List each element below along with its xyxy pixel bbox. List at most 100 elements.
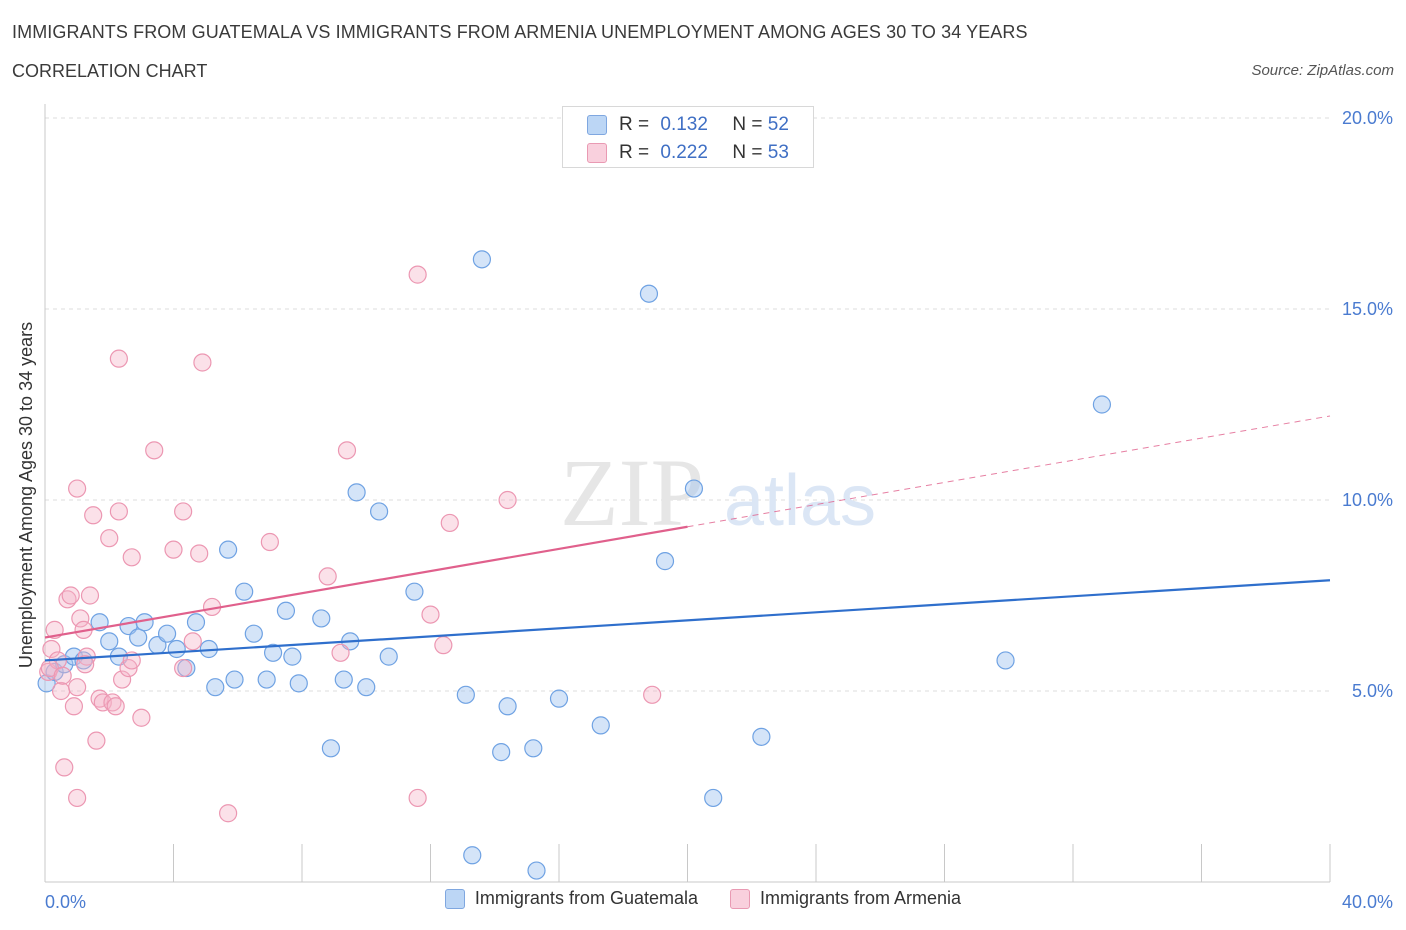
point-guatemala: [456, 685, 475, 704]
trend-line-guatemala: [44, 579, 1331, 662]
y-tick-label: 15.0%: [1342, 299, 1393, 319]
n-value: 52: [767, 114, 789, 135]
legend-swatch-guatemala: [444, 888, 465, 909]
point-guatemala: [498, 697, 517, 716]
point-guatemala: [684, 479, 704, 498]
data-points: [37, 250, 1112, 880]
point-guatemala: [379, 647, 398, 666]
point-armenia: [183, 632, 202, 651]
point-armenia: [421, 605, 440, 624]
point-guatemala: [235, 582, 254, 601]
point-guatemala: [334, 670, 353, 689]
point-guatemala: [206, 678, 225, 697]
point-armenia: [440, 513, 459, 533]
point-armenia: [109, 502, 128, 521]
point-armenia: [112, 670, 132, 689]
point-armenia: [145, 441, 164, 460]
x-tick-label: 40.0%: [1342, 892, 1393, 912]
chart-legend: Immigrants from Guatemala Immigrants fro…: [0, 888, 1406, 909]
y-axis-label: Unemployment Among Ages 30 to 34 years: [16, 322, 36, 668]
stats-row-guatemala: R = 0.132 N = 52: [587, 112, 789, 138]
point-armenia: [434, 636, 453, 655]
stats-row-armenia: R = 0.222 N = 53: [587, 140, 789, 166]
watermark-zip: ZIP: [560, 439, 704, 546]
point-armenia: [331, 643, 350, 662]
legend-label-armenia: Immigrants from Armenia: [760, 888, 962, 908]
point-armenia: [68, 479, 87, 498]
point-armenia: [76, 655, 95, 674]
point-guatemala: [157, 624, 177, 643]
point-armenia: [260, 532, 279, 552]
point-armenia: [68, 788, 87, 808]
point-guatemala: [244, 624, 263, 643]
point-armenia: [190, 544, 209, 563]
point-guatemala: [655, 552, 675, 571]
trend-line-armenia: [44, 525, 688, 639]
point-armenia: [174, 502, 193, 521]
point-guatemala: [347, 483, 366, 502]
point-guatemala: [167, 639, 186, 659]
y-tick-label: 20.0%: [1342, 108, 1393, 128]
y-tick-label: 5.0%: [1352, 681, 1393, 701]
point-guatemala: [1092, 395, 1112, 414]
point-guatemala: [257, 670, 276, 689]
point-guatemala: [996, 651, 1015, 670]
watermark-atlas: atlas: [724, 461, 876, 541]
point-armenia: [64, 697, 84, 716]
point-armenia: [55, 758, 74, 777]
point-armenia: [318, 567, 337, 586]
n-label: N =: [732, 142, 768, 163]
point-guatemala: [639, 284, 659, 303]
point-guatemala: [463, 846, 482, 865]
point-guatemala: [312, 609, 331, 628]
point-guatemala: [129, 628, 148, 647]
point-armenia: [174, 658, 193, 678]
r-value: 0.132: [660, 114, 708, 135]
x-tick-label: 0.0%: [45, 892, 86, 912]
trend-lines: [44, 415, 1331, 662]
point-guatemala: [704, 788, 723, 808]
legend-swatch-armenia: [730, 888, 750, 909]
point-guatemala: [472, 250, 491, 269]
point-armenia: [80, 586, 100, 605]
trend-line-armenia-extension: [687, 415, 1331, 528]
point-armenia: [193, 353, 212, 372]
n-value: 53: [767, 142, 789, 163]
point-armenia: [337, 441, 357, 460]
point-guatemala: [357, 678, 376, 697]
point-guatemala: [492, 743, 511, 762]
point-guatemala: [283, 647, 302, 666]
legend-item-armenia[interactable]: Immigrants from Armenia: [730, 888, 961, 909]
point-guatemala: [524, 739, 543, 758]
point-armenia: [132, 708, 151, 727]
tick-labels: 5.0% 10.0% 15.0% 20.0% 0.0% 40.0%: [45, 108, 1393, 912]
point-armenia: [100, 529, 119, 548]
n-label: N =: [732, 114, 768, 135]
point-armenia: [219, 804, 238, 823]
watermark: ZIP atlas: [560, 439, 876, 546]
legend-item-guatemala[interactable]: Immigrants from Guatemala: [444, 888, 698, 909]
point-armenia: [84, 506, 103, 525]
point-armenia: [87, 731, 106, 750]
point-guatemala: [225, 670, 244, 689]
swatch-armenia: [587, 143, 607, 163]
stats-legend: R = 0.132 N = 52 R = 0.222 N = 53: [562, 106, 814, 168]
point-armenia: [61, 586, 80, 605]
r-label: R =: [619, 142, 655, 163]
point-armenia: [42, 639, 61, 659]
swatch-guatemala: [587, 115, 607, 135]
chart-subtitle: CORRELATION CHART: [12, 61, 208, 81]
point-guatemala: [100, 632, 119, 651]
point-guatemala: [219, 540, 238, 559]
point-armenia: [53, 666, 72, 685]
y-tick-label: 10.0%: [1342, 490, 1393, 510]
point-armenia: [498, 490, 517, 510]
point-armenia: [122, 548, 141, 567]
r-label: R =: [619, 114, 655, 135]
point-guatemala: [321, 739, 341, 758]
chart-title: IMMIGRANTS FROM GUATEMALA VS IMMIGRANTS …: [12, 22, 1028, 42]
point-armenia: [68, 678, 87, 697]
point-armenia: [109, 349, 128, 368]
point-guatemala: [405, 582, 424, 601]
